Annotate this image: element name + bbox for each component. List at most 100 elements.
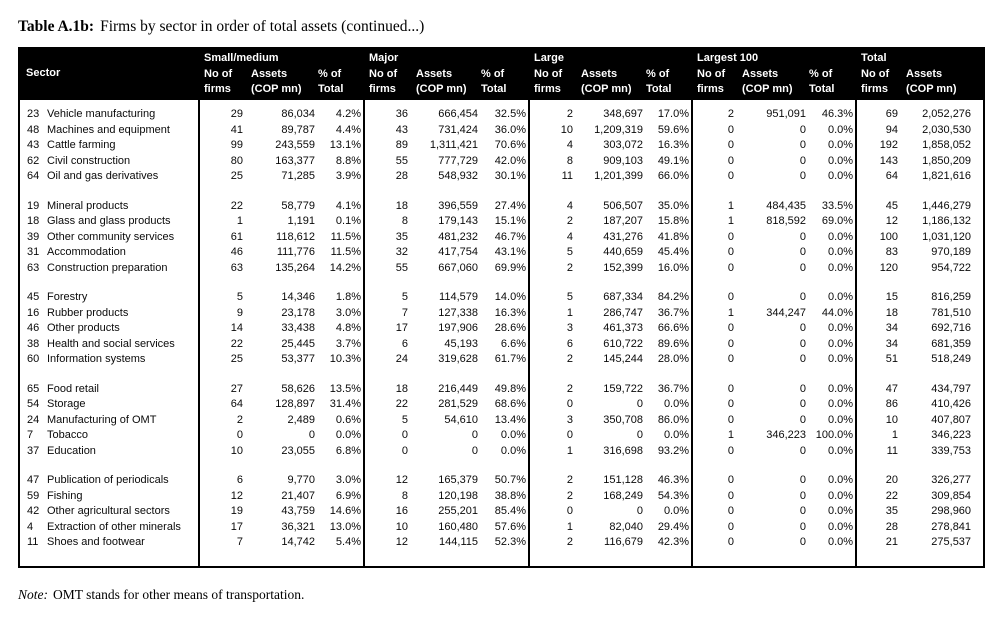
value-cell: 36.7% <box>657 306 690 319</box>
value-cell: 45.4% <box>657 246 690 258</box>
sector-name: Vehicle manufacturing <box>47 108 156 120</box>
table-row: 31 Accommodation 46 111,776 11.5% 32 417,754 43… <box>19 245 984 261</box>
column-header-major-assets: Assets (COP mn) <box>410 67 480 100</box>
value-cell: 417,754 <box>438 246 478 258</box>
value-cell: 28 <box>363 169 410 185</box>
value-cell: 66.6% <box>657 322 690 334</box>
value-cell: 0 <box>799 353 807 365</box>
value-cell: 12 <box>363 473 410 489</box>
value-cell: 41 <box>198 122 245 138</box>
value-cell: 461,373 <box>603 322 643 334</box>
value-cell: 4.4% <box>335 123 361 136</box>
table-row: 4 Extraction of other minerals 17 36,321 13.… <box>19 519 984 535</box>
sector-id: 47 <box>27 474 40 486</box>
value-cell: 0 <box>799 261 807 274</box>
value-cell: 14,346 <box>281 291 315 303</box>
value-cell: 34 <box>855 336 901 352</box>
sector-name: Mineral products <box>47 199 129 212</box>
table-note: Note: OMT stands for other means of trans… <box>18 587 996 603</box>
table-row: 39 Other community services 61 118,612 11.5%… <box>19 229 984 245</box>
value-cell: 14,742 <box>281 536 315 548</box>
sector-id: 24 <box>27 413 40 426</box>
value-cell: 16.0% <box>657 261 690 274</box>
sector-name: Other agricultural sectors <box>47 505 170 517</box>
sector-id: 54 <box>27 398 40 410</box>
value-cell: 0.0% <box>827 474 854 486</box>
table-row: 47 Publication of periodicals 6 9,770 3.0% 12… <box>19 473 984 489</box>
value-cell: 278,841 <box>931 520 972 533</box>
value-cell: 3.7% <box>335 337 361 350</box>
sector-cell: 19 Mineral products <box>19 199 199 215</box>
table-row: 11 Shoes and footwear 7 14,742 5.4% 12 144,115… <box>19 535 984 551</box>
table-row: 62 Civil construction 80 163,377 8.8% 55 777,7… <box>19 153 984 169</box>
value-cell: 1 <box>198 214 245 230</box>
value-cell: 6.6% <box>500 337 526 350</box>
value-cell: 52.3% <box>494 536 526 548</box>
value-cell: 0.0% <box>827 170 854 182</box>
sector-name: Glass and glass products <box>47 215 171 227</box>
value-cell: 7 <box>198 535 245 551</box>
value-cell: 16 <box>363 504 410 520</box>
value-cell: 29.4% <box>657 520 690 533</box>
value-cell: 57.6% <box>494 520 526 533</box>
value-cell: 61 <box>198 229 245 245</box>
value-cell: 5 <box>363 290 410 306</box>
value-cell: 197,906 <box>438 322 478 334</box>
sector-cell: 7 Tobacco <box>19 428 199 444</box>
value-cell: 66.0% <box>657 170 690 182</box>
value-cell: 0.1% <box>335 215 361 227</box>
value-cell: 954,722 <box>931 261 972 274</box>
value-cell: 0 <box>799 337 807 350</box>
value-cell: 38.8% <box>494 489 526 502</box>
value-cell: 0.0% <box>827 520 854 533</box>
sector-cell: 16 Rubber products <box>19 306 199 322</box>
sector-id: 43 <box>27 139 40 151</box>
value-cell: 0.0% <box>663 429 690 441</box>
sector-id: 31 <box>27 246 40 258</box>
value-cell: 0 <box>691 488 737 504</box>
value-cell: 120,198 <box>438 489 478 502</box>
value-cell: 179,143 <box>438 215 478 227</box>
value-cell: 116,679 <box>604 536 643 548</box>
value-cell: 434,797 <box>931 382 972 395</box>
value-cell: 0.0% <box>827 322 854 334</box>
column-header-largest100-assets: Assets (COP mn) <box>736 67 809 100</box>
value-cell: 35 <box>855 504 901 520</box>
value-cell: 24 <box>363 352 410 368</box>
value-cell: 0 <box>799 444 807 457</box>
sector-name: Publication of periodicals <box>47 474 169 486</box>
value-cell: 163,377 <box>275 154 315 167</box>
value-cell: 4 <box>528 229 575 245</box>
value-cell: 64 <box>855 169 901 185</box>
value-cell: 0.0% <box>827 154 854 167</box>
value-cell: 348,697 <box>603 108 643 120</box>
value-cell: 0 <box>691 352 737 368</box>
value-cell: 216,449 <box>438 382 478 395</box>
value-cell: 111,776 <box>276 246 315 258</box>
sector-name: Manufacturing of OMT <box>47 413 157 426</box>
column-header-large-assets: Assets (COP mn) <box>575 67 645 100</box>
column-header-sm-firms: No of firms <box>198 67 245 100</box>
value-cell: 298,960 <box>931 505 972 517</box>
value-cell: 0 <box>691 504 737 520</box>
sector-name: Shoes and footwear <box>47 536 145 548</box>
sector-name: Information systems <box>47 353 146 365</box>
sector-cell: 48 Machines and equipment <box>19 123 199 139</box>
table-row: 37 Education 10 23,055 6.8% 0 0 0.0% 1 316,698 93.… <box>19 443 984 459</box>
group-header-largest-100: Largest 100 <box>691 47 857 67</box>
value-cell: 36.7% <box>657 382 690 395</box>
sector-id: 63 <box>27 261 40 274</box>
value-cell: 396,559 <box>438 199 478 212</box>
value-cell: 3.0% <box>335 474 361 486</box>
value-cell: 35 <box>363 229 410 245</box>
value-cell: 80 <box>198 153 245 169</box>
value-cell: 45 <box>855 198 901 214</box>
value-cell: 610,722 <box>603 337 643 350</box>
value-cell: 53,377 <box>281 353 315 365</box>
value-cell: 6.8% <box>335 444 361 457</box>
sector-name: Construction preparation <box>47 261 168 274</box>
value-cell: 0 <box>691 519 737 535</box>
sector-name: Oil and gas derivatives <box>47 170 159 182</box>
table-row: 16 Rubber products 9 23,178 3.0% 7 127,338 16.3… <box>19 305 984 322</box>
